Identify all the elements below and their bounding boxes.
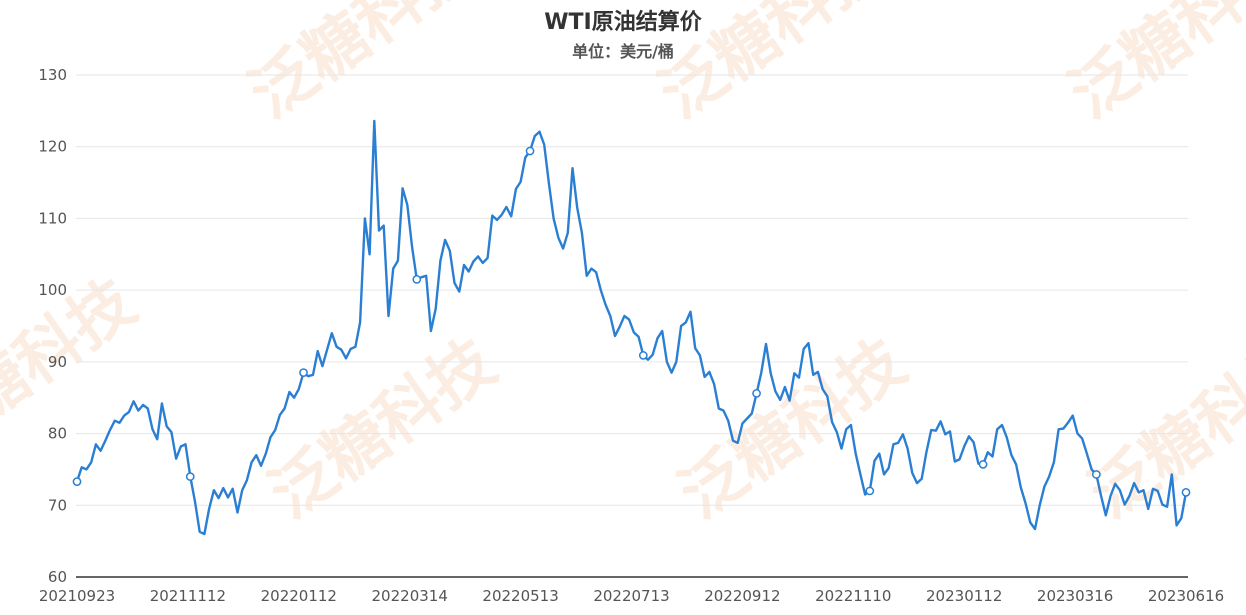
data-point [978, 460, 988, 469]
data-point [752, 389, 761, 398]
y-tick-label: 100 [38, 281, 67, 299]
watermark-text: 泛糖科技 [257, 326, 509, 533]
x-tick-label: 20230112 [926, 587, 1002, 605]
data-point [299, 368, 308, 377]
x-tick-label: 20230316 [1037, 587, 1113, 605]
data-point [412, 275, 422, 284]
watermark-text: 泛糖科技 [1057, 0, 1246, 133]
watermark-text: 泛糖科技 [667, 326, 919, 533]
data-point [1091, 470, 1101, 479]
chart-title: WTI原油结算价 [544, 9, 702, 35]
x-tick-label: 20230616 [1148, 587, 1224, 605]
y-tick-label: 80 [48, 425, 67, 443]
y-axis: 60 70 80 90 100 110 120 130 [38, 66, 67, 586]
y-tick-label: 60 [48, 568, 67, 586]
watermark-text: 泛糖科技 [0, 266, 149, 473]
data-point [72, 477, 82, 486]
data-point [185, 472, 195, 481]
x-tick-label: 20220513 [482, 587, 558, 605]
series-markers [72, 146, 1191, 497]
series-line [75, 119, 1188, 536]
x-tick-label: 20220112 [261, 587, 337, 605]
grid-lines [76, 74, 1188, 506]
y-tick-label: 70 [48, 496, 67, 514]
watermark-text: 泛糖科技 [237, 0, 489, 133]
y-tick-label: 120 [38, 138, 67, 156]
data-point [638, 351, 648, 360]
x-axis: 20210923 20211112 20220112 20220314 20220513… [39, 587, 1224, 605]
y-tick-label: 90 [48, 353, 67, 371]
x-tick-label: 20211112 [150, 587, 226, 605]
chart-subtitle: 单位：美元/桶 [572, 42, 674, 61]
data-point [865, 486, 875, 496]
x-tick-label: 20210923 [39, 587, 115, 605]
y-tick-label: 110 [38, 209, 67, 227]
data-point [1181, 488, 1191, 497]
x-tick-label: 20221110 [815, 587, 891, 605]
x-tick-label: 20220713 [593, 587, 669, 605]
y-tick-label: 130 [38, 66, 67, 84]
data-point [525, 146, 535, 156]
x-tick-label: 20220912 [704, 587, 780, 605]
x-tick-label: 20220314 [372, 587, 448, 605]
